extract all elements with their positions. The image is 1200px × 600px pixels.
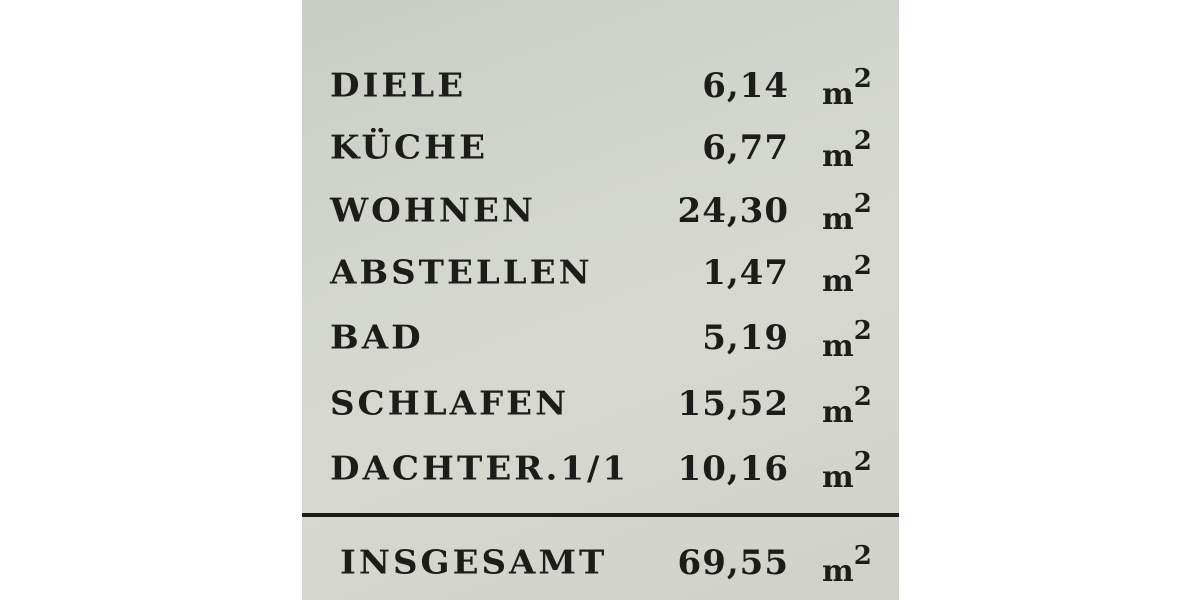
room-label: DACHTER.1/1 <box>330 450 630 488</box>
room-area: 24,30 <box>677 191 789 231</box>
room-area: 5,19 <box>702 318 789 358</box>
unit: m2 <box>822 316 872 364</box>
room-row-diele: DIELE 6,14 m2 <box>302 60 899 112</box>
unit: m2 <box>822 382 872 430</box>
room-label: WOHNEN <box>330 192 536 230</box>
room-area: 6,77 <box>702 128 789 168</box>
total-row: INSGESAMT 69,55 m2 <box>302 537 899 589</box>
area-list-document: DIELE 6,14 m2 KÜCHE 6,77 m2 WOHNEN 24,30… <box>302 0 899 600</box>
total-divider <box>302 513 899 517</box>
room-area: 1,47 <box>702 253 789 293</box>
room-row-schlafen: SCHLAFEN 15,52 m2 <box>302 378 899 430</box>
room-row-dachterrasse: DACHTER.1/1 10,16 m2 <box>302 443 899 495</box>
total-area: 69,55 <box>677 543 789 583</box>
room-row-wohnen: WOHNEN 24,30 m2 <box>302 185 899 237</box>
room-label: KÜCHE <box>330 129 489 167</box>
room-area: 15,52 <box>677 384 789 424</box>
room-label: ABSTELLEN <box>330 254 593 292</box>
total-label: INSGESAMT <box>340 544 608 582</box>
unit: m2 <box>822 447 872 495</box>
unit: m2 <box>822 251 872 299</box>
room-row-kueche: KÜCHE 6,77 m2 <box>302 122 899 174</box>
unit: m2 <box>822 541 872 589</box>
room-area: 10,16 <box>677 449 789 489</box>
room-label: DIELE <box>330 67 467 105</box>
unit: m2 <box>822 64 872 112</box>
unit: m2 <box>822 126 872 174</box>
room-label: BAD <box>330 319 424 357</box>
room-row-bad: BAD 5,19 m2 <box>302 312 899 364</box>
unit: m2 <box>822 189 872 237</box>
room-row-abstellen: ABSTELLEN 1,47 m2 <box>302 247 899 299</box>
room-label: SCHLAFEN <box>330 385 570 423</box>
room-area: 6,14 <box>702 66 789 106</box>
